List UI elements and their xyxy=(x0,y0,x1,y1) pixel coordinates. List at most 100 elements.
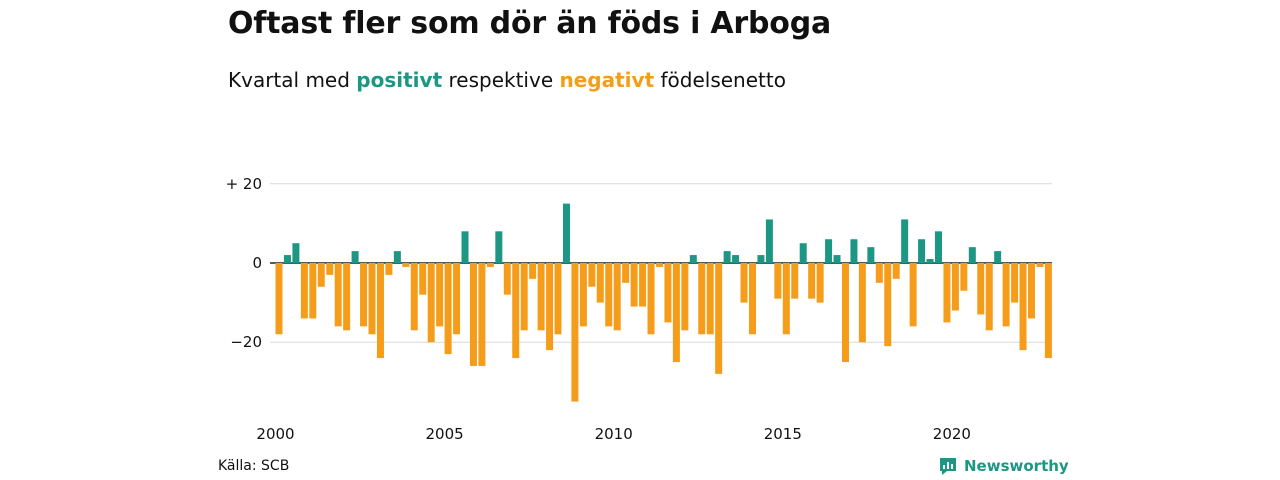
bar-negative xyxy=(469,263,477,366)
bar-negative xyxy=(816,263,824,303)
bar-negative xyxy=(1011,263,1019,303)
bar-negative xyxy=(841,263,849,362)
bar-negative xyxy=(520,263,528,331)
bar-positive xyxy=(926,259,934,263)
bar-negative xyxy=(951,263,959,311)
bars xyxy=(275,203,1052,402)
bar-negative xyxy=(360,263,368,327)
bar-negative xyxy=(571,263,579,402)
brand-name: Newsworthy xyxy=(964,457,1069,475)
source-note: Källa: SCB xyxy=(218,458,290,474)
x-tick-label: 2005 xyxy=(426,425,464,443)
bar-negative xyxy=(943,263,951,323)
y-tick-label: −20 xyxy=(230,333,262,351)
bar-negative xyxy=(791,263,799,299)
bar-negative xyxy=(453,263,461,335)
bar-negative xyxy=(512,263,520,359)
bar-negative xyxy=(655,263,663,267)
bar-positive xyxy=(283,255,291,263)
bar-positive xyxy=(934,231,942,263)
bar-negative xyxy=(630,263,638,307)
subtitle-positive-word: positivt xyxy=(356,68,443,92)
bar-negative xyxy=(892,263,900,279)
bar-negative xyxy=(486,263,494,267)
x-tick-label: 2000 xyxy=(256,425,294,443)
bar-negative xyxy=(427,263,435,343)
y-tick-label: + 20 xyxy=(226,175,262,193)
bar-negative xyxy=(419,263,427,295)
chart-title: Oftast fler som dör än föds i Arboga xyxy=(228,6,832,41)
bar-positive xyxy=(351,251,359,263)
bar-negative xyxy=(368,263,376,335)
bar-negative xyxy=(579,263,587,327)
bar-negative xyxy=(529,263,537,279)
bar-negative xyxy=(706,263,714,335)
bar-positive xyxy=(833,255,841,263)
bar-negative xyxy=(334,263,342,327)
subtitle-text-end: födelsenetto xyxy=(660,68,786,92)
bar-negative xyxy=(410,263,418,331)
bar-negative xyxy=(698,263,706,335)
bar-negative xyxy=(681,263,689,331)
newsworthy-brand[interactable]: Newsworthy xyxy=(938,456,1069,476)
subtitle-text-middle: respektive xyxy=(448,68,554,92)
x-tick-label: 2020 xyxy=(933,425,971,443)
bar-positive xyxy=(765,219,773,263)
bar-negative xyxy=(478,263,486,366)
bar-negative xyxy=(808,263,816,299)
bar-positive xyxy=(799,243,807,263)
bar-negative xyxy=(639,263,647,307)
bar-positive xyxy=(562,203,570,263)
subtitle-negative-word: negativt xyxy=(559,68,655,92)
bar-negative xyxy=(326,263,334,275)
bar-negative xyxy=(1027,263,1035,319)
bar-negative xyxy=(672,263,680,362)
x-tick-label: 2015 xyxy=(764,425,802,443)
bar-negative xyxy=(715,263,723,374)
x-tick-label: 2010 xyxy=(595,425,633,443)
bar-negative xyxy=(858,263,866,343)
bar-negative xyxy=(884,263,892,347)
bar-negative xyxy=(554,263,562,335)
bar-negative xyxy=(343,263,351,331)
bar-positive xyxy=(689,255,697,263)
bar-negative xyxy=(774,263,782,299)
bar-positive xyxy=(994,251,1002,263)
bar-positive xyxy=(867,247,875,263)
y-tick-label: 0 xyxy=(252,254,262,272)
chart-subtitle: Kvartal med positivt respektive negativt… xyxy=(228,68,786,92)
bar-negative xyxy=(782,263,790,335)
bar-negative xyxy=(300,263,308,319)
bar-negative xyxy=(909,263,917,327)
bar-positive xyxy=(732,255,740,263)
bar-negative xyxy=(740,263,748,303)
bar-negative xyxy=(605,263,613,327)
bar-negative xyxy=(376,263,384,359)
bar-negative xyxy=(977,263,985,315)
bar-negative xyxy=(546,263,554,351)
bar-positive xyxy=(757,255,765,263)
bar-positive xyxy=(901,219,909,263)
bar-positive xyxy=(495,231,503,263)
bar-negative xyxy=(1036,263,1044,267)
bar-positive xyxy=(850,239,858,263)
bar-positive xyxy=(723,251,731,263)
bar-negative xyxy=(436,263,444,327)
subtitle-text-start: Kvartal med xyxy=(228,68,350,92)
bar-negative xyxy=(875,263,883,283)
bar-negative xyxy=(985,263,993,331)
x-axis-ticks: 2000 2005 2010 2015 2020 xyxy=(256,425,971,443)
bar-positive xyxy=(461,231,469,263)
newsworthy-logo-icon xyxy=(940,458,956,475)
bar-negative xyxy=(664,263,672,323)
bar-negative xyxy=(613,263,621,331)
bar-negative xyxy=(402,263,410,267)
bar-negative xyxy=(1044,263,1052,359)
bar-positive xyxy=(393,251,401,263)
bar-negative xyxy=(503,263,511,295)
bar-positive xyxy=(918,239,926,263)
bar-negative xyxy=(748,263,756,335)
bar-positive xyxy=(825,239,833,263)
bar-negative xyxy=(1002,263,1010,327)
